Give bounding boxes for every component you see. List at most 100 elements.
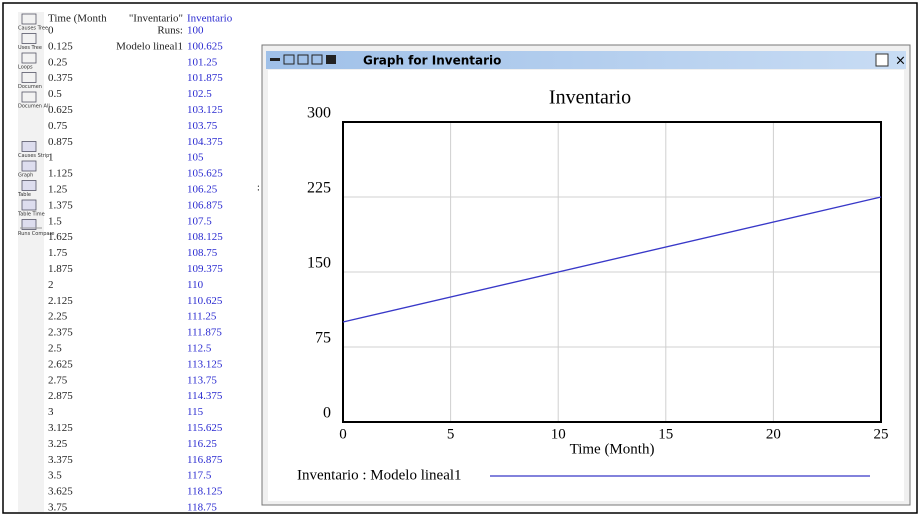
table-cell: 113.125 [187, 358, 223, 370]
table-cell: 3.125 [48, 422, 73, 434]
table-cell: 0 [48, 25, 54, 37]
table-cell: Runs: [157, 25, 183, 37]
tool-icon[interactable] [21, 13, 37, 25]
table-cell: 113.75 [187, 374, 217, 386]
close-button[interactable]: × [895, 54, 906, 69]
table-cell: 106.875 [187, 199, 223, 211]
splitter: : [257, 182, 260, 193]
table-cell: 1 [48, 152, 54, 164]
table-cell: 103.75 [187, 120, 218, 132]
table-cell: 3.5 [48, 470, 62, 482]
table-cell: 101.875 [187, 72, 223, 84]
table-cell: 0.75 [48, 120, 68, 132]
table-cell: 3.375 [48, 454, 73, 466]
table-cell: 2.625 [48, 358, 73, 370]
table-cell: 3.75 [48, 502, 68, 514]
table-cell: Inventario [187, 13, 233, 25]
legend-label: Inventario : Modelo lineal1 [297, 467, 462, 483]
table-cell: 1.125 [48, 168, 73, 180]
table-cell: 103.125 [187, 104, 223, 116]
table-cell: 3.625 [48, 486, 73, 498]
table-cell: 1.375 [48, 199, 73, 211]
tool-label: Uses Tree [18, 45, 42, 51]
tool-icon[interactable] [21, 141, 37, 152]
tool-icon[interactable] [21, 199, 37, 211]
tool-label: Table [17, 192, 31, 198]
y-tick-label: 150 [307, 255, 331, 272]
x-tick-label: 15 [658, 426, 673, 442]
plot-border [342, 121, 882, 423]
table-cell: Modelo lineal1 [116, 40, 183, 52]
graph-area [268, 70, 904, 501]
table-cell: 102.5 [187, 88, 212, 100]
table-cell: 118.75 [187, 502, 217, 514]
table-cell: 1.625 [48, 231, 73, 243]
table-cell: 0.5 [48, 88, 62, 100]
x-tick-label: 5 [447, 426, 455, 442]
table-cell: 2 [48, 279, 54, 291]
table-cell: 116.875 [187, 454, 223, 466]
tool-icon[interactable] [21, 180, 37, 191]
table-cell: 2.125 [48, 295, 73, 307]
tool-icon[interactable] [21, 72, 37, 83]
table-cell: 1.5 [48, 215, 62, 227]
table-cell: 1.75 [48, 247, 68, 259]
table-cell: 112.5 [187, 343, 212, 355]
y-tick-label: 300 [307, 105, 331, 122]
table-cell: 115.625 [187, 422, 223, 434]
table-cell: 117.5 [187, 470, 212, 482]
tool-label: Documen [18, 84, 42, 90]
tool-icon[interactable] [21, 160, 37, 172]
tool-label: Graph [18, 173, 33, 179]
x-tick-label: 25 [874, 426, 889, 442]
table-cell: 110 [187, 279, 204, 291]
table-cell: 115 [187, 406, 204, 418]
table-cell: 0.125 [48, 40, 73, 52]
x-tick-label: 0 [339, 426, 347, 442]
table-cell: 104.375 [187, 136, 223, 148]
table-cell: 1.25 [48, 184, 68, 196]
tool-label: Causes Tree [18, 26, 48, 32]
table-cell: 100.625 [187, 40, 223, 52]
table-cell: 2.375 [48, 327, 73, 339]
table-cell: 1.875 [48, 263, 73, 275]
table-cell: 2.75 [48, 374, 68, 386]
chart-title: Inventario [549, 87, 631, 109]
y-tick-label: 0 [323, 405, 331, 422]
table-cell: 3 [48, 406, 54, 418]
tool-label: Documen All [18, 104, 50, 110]
table-cell: 0.25 [48, 56, 68, 68]
table-cell: 107.5 [187, 215, 212, 227]
window-icons[interactable] [270, 54, 336, 65]
table-cell: 2.875 [48, 390, 73, 402]
table-cell: 105.625 [187, 168, 223, 180]
maximize-button[interactable] [875, 53, 889, 67]
table-cell: 105 [187, 152, 204, 164]
table-cell: 0.375 [48, 72, 73, 84]
y-tick-label: 75 [315, 330, 331, 347]
table-cell: 101.25 [187, 56, 218, 68]
title-bar [266, 51, 906, 69]
table-cell: 111.25 [187, 311, 217, 323]
table-cell: 100 [187, 25, 204, 37]
table-cell: 108.75 [187, 247, 218, 259]
table-cell: 108.125 [187, 231, 223, 243]
table-cell: 2.5 [48, 343, 62, 355]
window-title: Graph for Inventario [363, 54, 501, 68]
table-cell: 3.25 [48, 438, 68, 450]
x-tick-label: 20 [766, 426, 781, 442]
data-line [342, 196, 882, 323]
tool-icon[interactable] [21, 219, 37, 230]
tool-icon[interactable] [21, 33, 37, 44]
tool-label: Runs Compare [18, 231, 54, 237]
tool-label: Loops [18, 65, 33, 71]
tool-icon[interactable] [21, 52, 37, 64]
table-cell: Time (Month [48, 13, 107, 25]
table-cell: 111.875 [187, 327, 222, 339]
tool-icon[interactable] [21, 91, 37, 103]
tool-label: Causes Strip [18, 153, 49, 159]
x-axis-label: Time (Month) [570, 441, 655, 457]
table-cell: 114.375 [187, 390, 223, 402]
table-cell: 109.375 [187, 263, 223, 275]
